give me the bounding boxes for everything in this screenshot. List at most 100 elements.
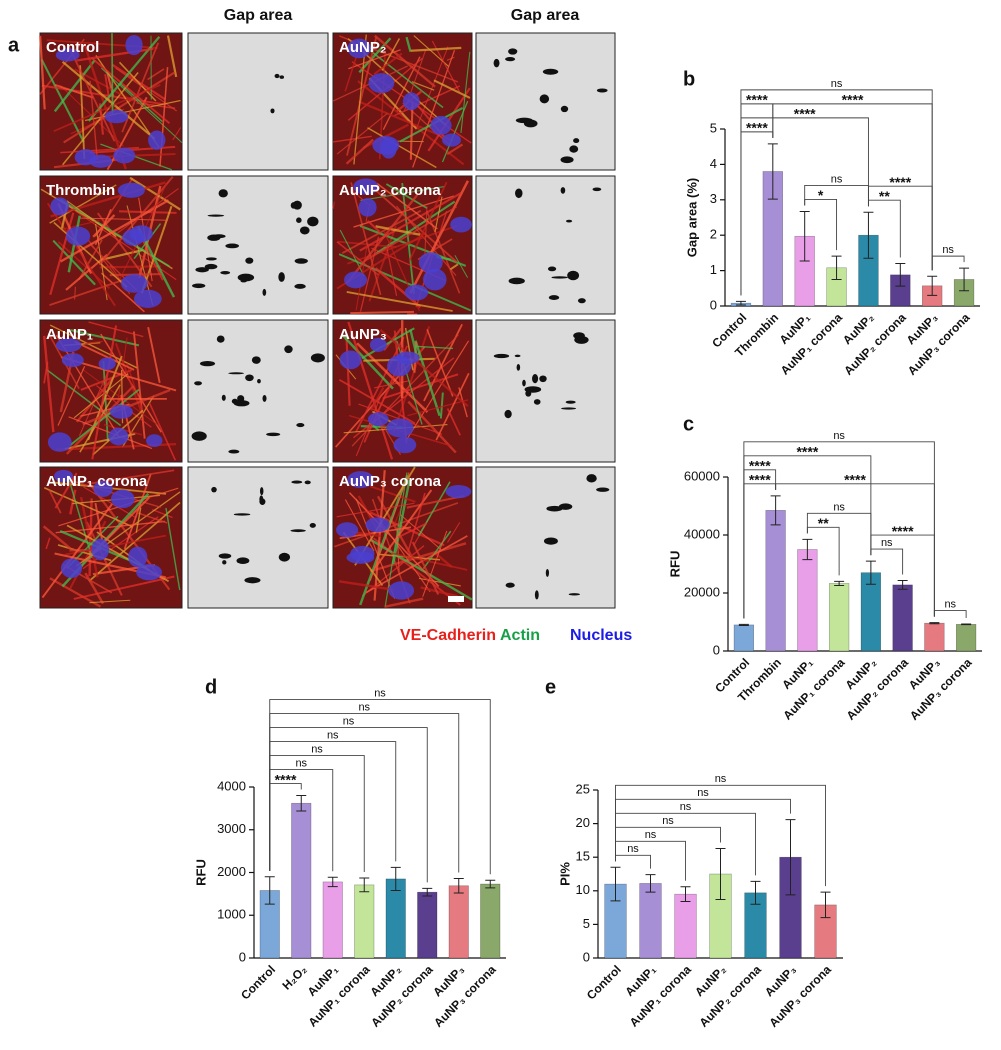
fiber	[407, 492, 426, 553]
gap-blob	[296, 423, 305, 428]
nucleus	[430, 115, 452, 135]
significance-label: ns	[295, 757, 307, 769]
panel-label: e	[545, 676, 556, 698]
significance-bracket	[933, 610, 967, 619]
gap-blob	[279, 75, 285, 79]
fiber	[350, 310, 414, 315]
error-bar	[961, 623, 972, 626]
error-bar	[453, 877, 464, 894]
nucleus	[120, 274, 148, 293]
gap-blob	[508, 48, 518, 55]
fiber	[55, 520, 166, 534]
fiber	[54, 472, 78, 509]
fiber	[133, 223, 162, 260]
fiber	[82, 516, 159, 570]
nucleus	[98, 357, 116, 370]
fiber	[447, 522, 461, 543]
gap-blob	[233, 513, 251, 516]
significance-label: ns	[627, 843, 639, 855]
fiber	[66, 200, 117, 237]
fiber	[346, 291, 453, 312]
y-tick-label: 20000	[684, 584, 720, 599]
panel-label: a	[8, 34, 20, 56]
x-tick-label: AuNP₂ corona	[696, 962, 764, 1030]
image-label: AuNP₁	[46, 326, 93, 343]
gap-blob	[566, 219, 573, 223]
fiber	[406, 340, 470, 440]
nucleus	[117, 182, 145, 198]
fiber	[385, 183, 428, 209]
gap-blob	[523, 119, 538, 128]
fiber	[373, 52, 403, 75]
y-tick-label: 4000	[217, 778, 246, 793]
bar	[480, 883, 501, 959]
nucleus	[133, 289, 162, 308]
significance-label: ns	[833, 430, 845, 442]
error-bar	[680, 886, 691, 903]
bar	[828, 583, 850, 652]
significance-label: ns	[311, 743, 323, 755]
gap-blob	[259, 487, 264, 496]
fiber	[446, 56, 455, 61]
fiber	[85, 340, 103, 345]
fiber	[129, 410, 152, 428]
gap-blob	[493, 58, 500, 68]
x-tick-label: Control	[238, 962, 278, 1002]
fiber	[92, 214, 116, 238]
significance-label: ****	[746, 120, 768, 136]
fiber	[348, 492, 440, 587]
gap-blob	[194, 381, 202, 386]
fiber	[91, 325, 118, 460]
nucleus	[113, 147, 136, 164]
error-bar	[897, 580, 908, 590]
bar	[797, 549, 818, 652]
fiber	[361, 545, 425, 597]
significance-label: ns	[327, 729, 339, 741]
y-tick-label: 10	[576, 882, 590, 897]
gap-blob	[561, 407, 577, 410]
gap-blob	[565, 400, 576, 404]
gap-blob	[543, 537, 558, 545]
gap-blob	[547, 266, 557, 272]
fiber	[409, 180, 470, 294]
fiber	[344, 55, 358, 92]
fiber	[152, 508, 173, 519]
fiber	[60, 199, 170, 263]
fiber	[148, 402, 177, 461]
gap-blob	[504, 409, 512, 419]
fiber	[334, 502, 459, 548]
significance-label: ns	[831, 173, 843, 185]
bar	[924, 622, 945, 652]
gap-blob	[207, 234, 221, 241]
fiber	[80, 217, 168, 221]
fiber	[338, 580, 395, 591]
legend-text: Nucleus	[570, 627, 632, 644]
y-tick-label: 0	[239, 949, 246, 964]
nucleus	[125, 34, 143, 56]
gap-map	[475, 319, 616, 463]
error-bar	[767, 143, 778, 200]
fiber	[39, 38, 85, 95]
y-tick-label: 3000	[217, 821, 246, 836]
fiber	[102, 360, 109, 442]
gap-map	[475, 466, 616, 609]
fiber	[411, 541, 440, 596]
gap-blob	[515, 188, 523, 199]
nucleus	[91, 538, 110, 561]
y-tick-label: 0	[713, 642, 720, 657]
significance-label: ns	[881, 537, 893, 549]
error-bar	[750, 880, 761, 905]
nucleus	[367, 412, 389, 426]
gap-blob	[290, 529, 306, 533]
gap-blob	[596, 88, 608, 93]
fiber	[409, 101, 414, 160]
fiber	[172, 127, 182, 141]
fiber	[422, 530, 448, 597]
significance-label: ns	[697, 787, 709, 799]
gap-blob	[245, 374, 254, 382]
gap-blob	[257, 378, 261, 384]
fiber	[159, 66, 169, 167]
gap-blob	[299, 226, 310, 235]
nucleus	[418, 252, 443, 273]
fiber	[98, 176, 174, 266]
